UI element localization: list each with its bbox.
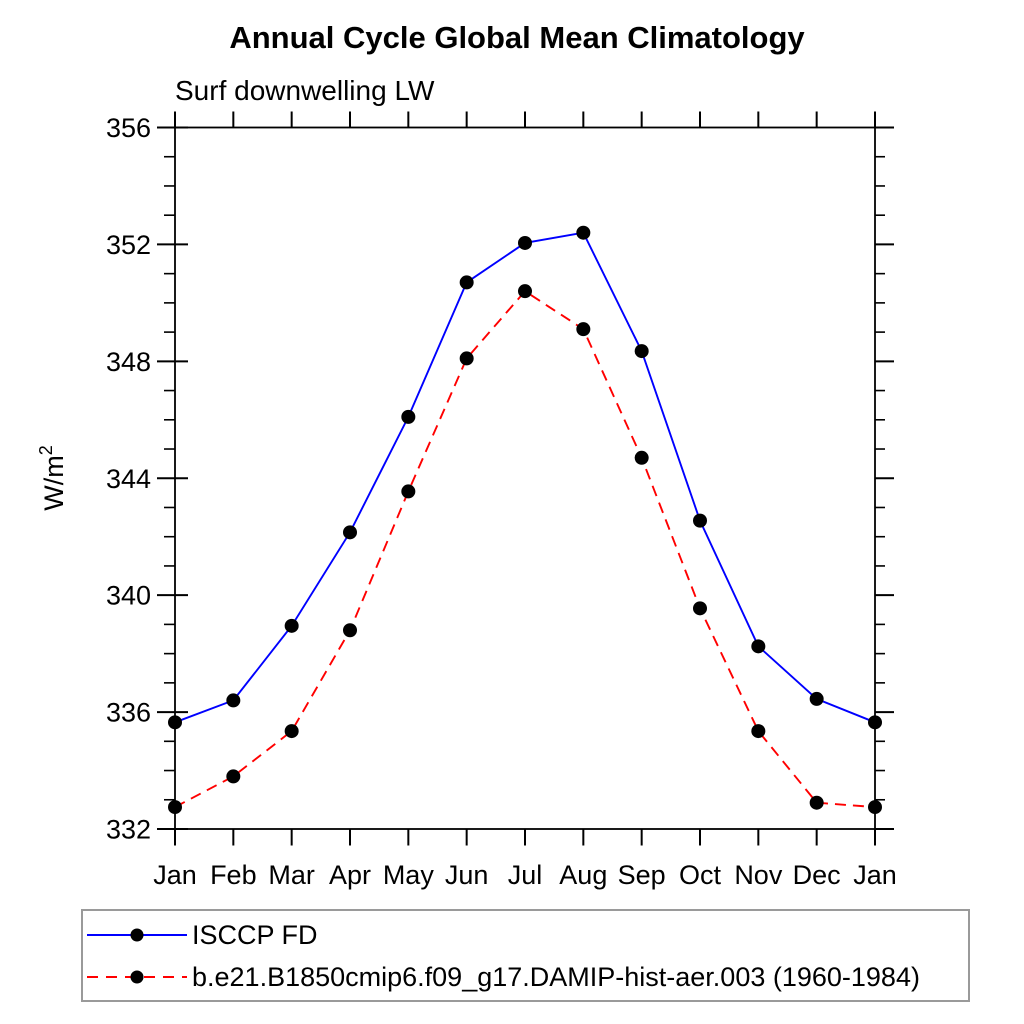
data-point-marker xyxy=(693,601,707,616)
y-tick-label: 352 xyxy=(106,230,151,260)
plot-frame xyxy=(174,126,876,830)
series-line-0 xyxy=(174,231,876,724)
data-point-marker xyxy=(343,623,357,638)
x-tick-label: Sep xyxy=(618,860,666,890)
data-point-marker xyxy=(284,618,299,633)
data-point-marker xyxy=(284,724,299,739)
y-tick-label: 332 xyxy=(106,815,151,845)
legend-line-sample-dashed xyxy=(87,970,187,984)
legend-item-isccp: ISCCP FD xyxy=(83,914,968,956)
x-tick-label: Apr xyxy=(329,860,371,890)
x-tick-label: Feb xyxy=(210,860,257,890)
data-point-marker xyxy=(226,769,241,784)
data-point-marker xyxy=(751,639,766,654)
data-point-marker xyxy=(518,235,532,250)
data-point-marker xyxy=(459,275,474,290)
data-point-marker xyxy=(868,715,882,730)
data-point-marker xyxy=(401,484,416,499)
chart-title: Annual Cycle Global Mean Climatology xyxy=(229,20,805,55)
legend-line-sample-solid xyxy=(87,928,187,942)
data-point-marker xyxy=(401,409,416,424)
axis-ticks xyxy=(157,111,894,846)
data-series xyxy=(168,225,882,815)
series-line-1 xyxy=(174,289,876,809)
y-axis-title-base: W/m xyxy=(39,455,69,510)
data-point-marker xyxy=(343,525,357,540)
data-point-marker xyxy=(168,715,182,730)
data-point-marker xyxy=(226,693,241,708)
x-tick-label: Jul xyxy=(508,860,543,890)
data-point-marker xyxy=(459,351,474,366)
x-tick-label: Jan xyxy=(853,860,897,890)
legend-label-isccp: ISCCP FD xyxy=(192,919,318,950)
y-axis-title: W/m2 xyxy=(36,445,69,511)
y-tick-label: 356 xyxy=(106,113,151,143)
data-point-marker xyxy=(576,225,591,240)
data-point-marker xyxy=(634,344,649,359)
legend-item-model: b.e21.B1850cmip6.f09_g17.DAMIP-hist-aer.… xyxy=(83,956,968,998)
data-point-marker xyxy=(868,800,882,815)
y-tick-label: 344 xyxy=(106,464,151,494)
y-tick-label: 348 xyxy=(106,347,151,377)
y-axis-title-superscript: 2 xyxy=(36,445,56,455)
data-point-marker xyxy=(168,800,182,815)
x-tick-label: May xyxy=(383,860,435,890)
data-point-marker xyxy=(809,691,824,706)
plot-border xyxy=(174,126,876,830)
x-tick-label: Oct xyxy=(679,860,722,890)
legend: ISCCP FD b.e21.B1850cmip6.f09_g17.DAMIP-… xyxy=(81,909,970,1002)
x-tick-label: Nov xyxy=(734,860,783,890)
data-point-marker xyxy=(634,450,649,465)
data-point-marker xyxy=(518,284,532,299)
x-tick-label: Jun xyxy=(445,860,489,890)
x-tick-label: Dec xyxy=(793,860,841,890)
x-tick-label: Jan xyxy=(153,860,197,890)
chart-subtitle: Surf downwelling LW xyxy=(175,75,435,106)
y-tick-label: 340 xyxy=(106,581,151,611)
x-tick-label: Aug xyxy=(559,860,607,890)
data-point-marker xyxy=(809,795,824,810)
data-point-marker xyxy=(751,724,766,739)
data-point-marker xyxy=(693,513,707,528)
legend-label-model: b.e21.B1850cmip6.f09_g17.DAMIP-hist-aer.… xyxy=(192,961,920,992)
y-tick-label: 336 xyxy=(106,698,151,728)
data-point-marker xyxy=(576,322,591,337)
axis-tick-labels: Jan Feb Mar Apr May Jun Jul Aug Sep Oct Nov Dec Jan3… xyxy=(106,113,897,890)
x-tick-label: Mar xyxy=(268,860,315,890)
